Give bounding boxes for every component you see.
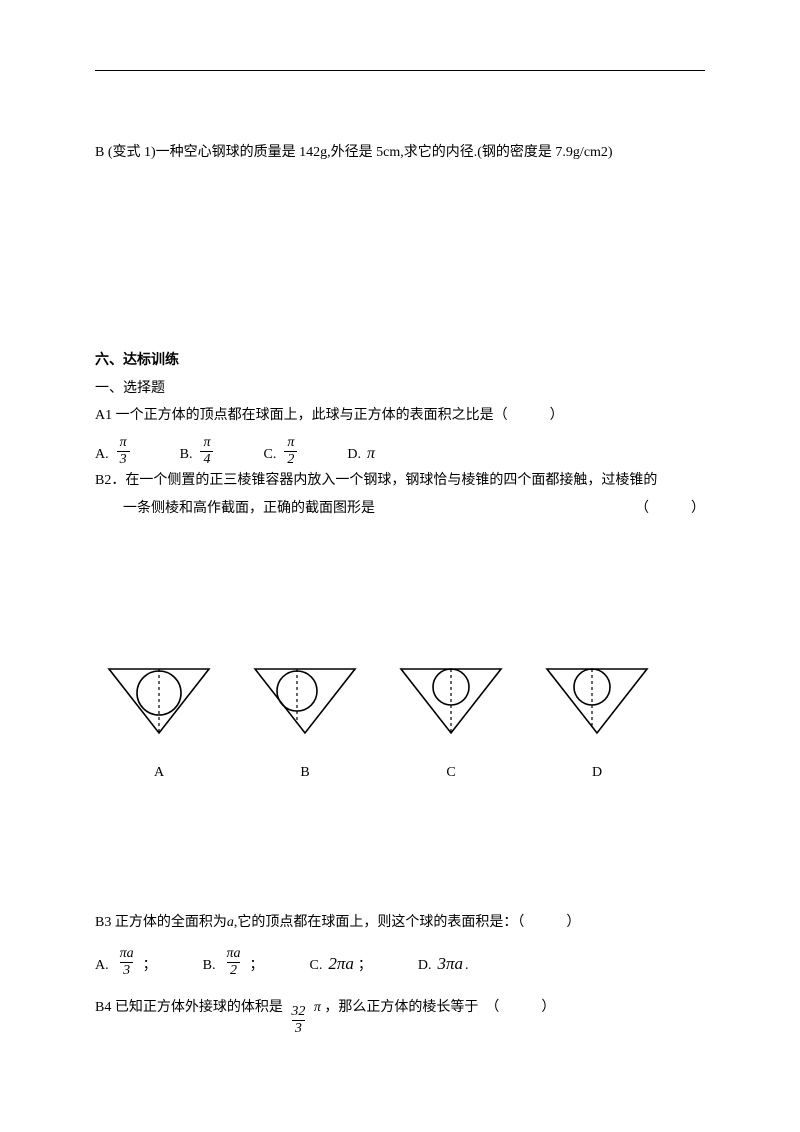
fraction-icon: πa2 bbox=[223, 947, 243, 978]
fraction-icon: πa3 bbox=[117, 947, 137, 978]
spacer bbox=[95, 169, 705, 349]
figure-labels: A B C D bbox=[95, 765, 705, 781]
fraction-icon: π4 bbox=[200, 436, 213, 467]
option-d: D. 3πa . bbox=[418, 954, 469, 974]
semicolon: ； bbox=[250, 954, 264, 974]
fraction-icon: 323 bbox=[288, 1005, 308, 1036]
figure-b bbox=[245, 651, 365, 737]
question-b2-paren: （ ） bbox=[635, 497, 705, 521]
option-c: C. 2πa ； bbox=[310, 954, 372, 974]
question-a1-options: A. π3 B. π4 C. π2 D. π bbox=[95, 432, 705, 463]
spacer bbox=[95, 974, 705, 996]
question-b4-post: ，那么正方体的棱长等于 （ ） bbox=[324, 1000, 555, 1015]
triangle-circle-icon bbox=[99, 651, 219, 737]
option-label: A. bbox=[95, 447, 109, 463]
question-b3-options: A. πa3 ； B. πa2 ； C. 2πa ； D. 3πa . bbox=[95, 943, 705, 974]
frac-den: 3 bbox=[292, 1020, 305, 1036]
figure-label-a: A bbox=[99, 765, 219, 781]
section-six-title: 六、达标训练 bbox=[95, 349, 705, 373]
question-b3-pre: B3 正方体的全面积为 bbox=[95, 915, 227, 930]
option-label: B. bbox=[203, 958, 216, 974]
math-expr: 3πa bbox=[438, 954, 464, 974]
option-label: C. bbox=[310, 958, 323, 974]
figure-label-b: B bbox=[245, 765, 365, 781]
frac-num: 32 bbox=[288, 1005, 308, 1020]
figure-row bbox=[95, 651, 705, 737]
fraction-icon: π2 bbox=[284, 436, 297, 467]
option-a: A. πa3 ； bbox=[95, 943, 157, 974]
pi-icon: π bbox=[367, 445, 375, 463]
option-b: B. πa2 ； bbox=[203, 943, 264, 974]
figure-d bbox=[537, 651, 657, 737]
question-b3-post: ,它的顶点都在球面上，则这个球的表面积是：（ ） bbox=[234, 915, 581, 930]
question-b2-line2: 一条侧棱和高作截面，正确的截面图形是 bbox=[95, 497, 375, 521]
period: . bbox=[465, 958, 469, 974]
option-b: B. π4 bbox=[180, 432, 216, 463]
figure-a bbox=[99, 651, 219, 737]
fraction-icon: π3 bbox=[117, 436, 130, 467]
triangle-circle-icon bbox=[391, 651, 511, 737]
question-b2-line2-row: 一条侧棱和高作截面，正确的截面图形是 （ ） bbox=[95, 497, 705, 521]
option-a: A. π3 bbox=[95, 432, 132, 463]
math-expr: 2πa bbox=[328, 954, 354, 974]
option-label: B. bbox=[180, 447, 193, 463]
option-d: D. π bbox=[347, 445, 375, 463]
question-b3: B3 正方体的全面积为a,它的顶点都在球面上，则这个球的表面积是：（ ） bbox=[95, 911, 705, 935]
figure-label-c: C bbox=[391, 765, 511, 781]
pi-icon: π bbox=[314, 1000, 321, 1015]
variable-a: a bbox=[227, 915, 234, 930]
semicolon: ； bbox=[143, 954, 157, 974]
option-label: D. bbox=[347, 447, 361, 463]
question-b2-line1: B2．在一个侧置的正三棱锥容器内放入一个钢球，钢球恰与棱锥的四个面都接触，过棱锥… bbox=[95, 469, 705, 493]
figure-c bbox=[391, 651, 511, 737]
spacer bbox=[95, 525, 705, 645]
triangle-circle-icon bbox=[537, 651, 657, 737]
figure-label-d: D bbox=[537, 765, 657, 781]
option-label: D. bbox=[418, 958, 432, 974]
spacer bbox=[95, 781, 705, 911]
triangle-circle-icon bbox=[245, 651, 365, 737]
question-b4: B4 已知正方体外接球的体积是 323 π ，那么正方体的棱长等于 （ ） bbox=[95, 996, 705, 1032]
option-label: A. bbox=[95, 958, 109, 974]
semicolon: ； bbox=[358, 954, 372, 974]
option-c: C. π2 bbox=[264, 432, 300, 463]
question-b-var1: B (变式 1)一种空心钢球的质量是 142g,外径是 5cm,求它的内径.(钢… bbox=[95, 141, 705, 165]
option-label: C. bbox=[264, 447, 277, 463]
question-a1: A1 一个正方体的顶点都在球面上，此球与正方体的表面积之比是（ ） bbox=[95, 404, 705, 428]
question-b4-pre: B4 已知正方体外接球的体积是 bbox=[95, 1000, 283, 1015]
top-rule bbox=[95, 70, 705, 71]
subsection-1-title: 一、选择题 bbox=[95, 377, 705, 401]
